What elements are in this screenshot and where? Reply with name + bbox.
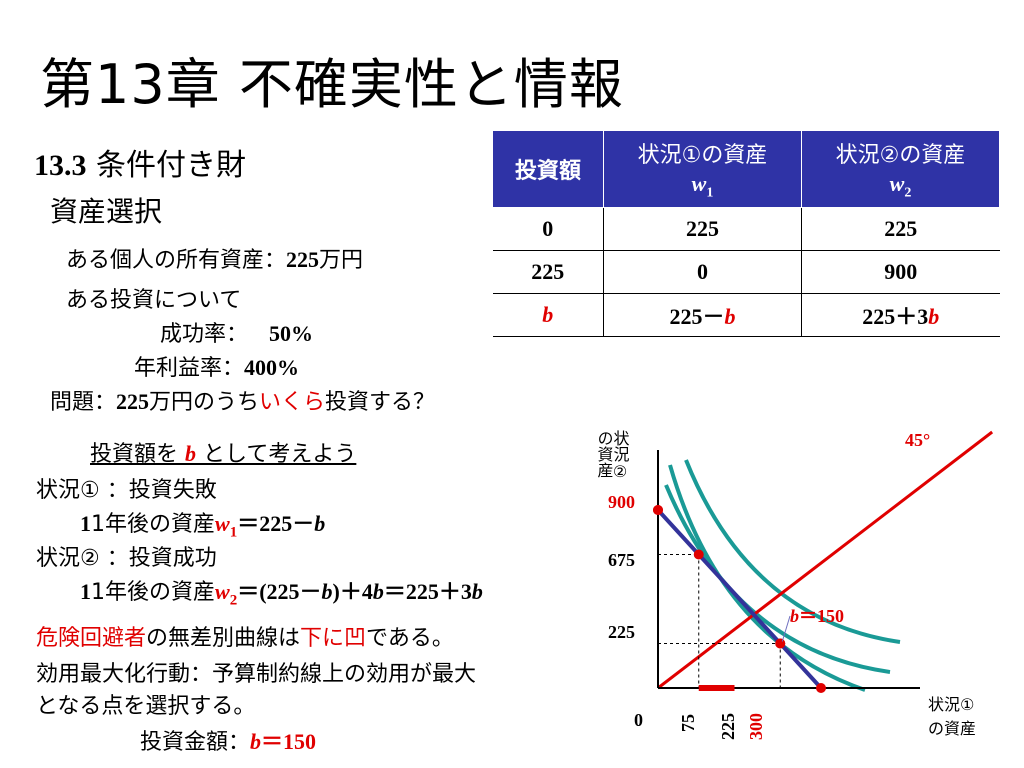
derivation-heading: 投資額を b として考えよう [90,441,357,467]
rate-label: 年利益率： [134,356,245,381]
table-cell: 225＋3b [801,293,1000,337]
section-heading: 13.3 条件付き財 [34,140,246,184]
success-value: 50% [269,321,314,346]
case1-equation: 11年後の資産w1＝225－b [80,511,326,541]
origin-label: 0 [634,710,643,730]
point-300 [816,683,826,693]
rate-value: 400% [244,355,300,380]
indifference-curve-high [684,459,901,644]
holding-value: 225 [286,247,320,272]
section-number: 13.3 [34,149,87,182]
diagonal-45-line [657,430,994,690]
y-tick-225: 225 [608,622,635,642]
question-label: 問題： [50,390,117,415]
header-invest: 投資額 [492,130,604,208]
table-header-row: 投資額 状況①の資産 w1 状況②の資産 w2 [492,130,1000,208]
x-tick-225: 225 [718,713,738,740]
table-cell: 225 [603,207,802,251]
question-text2: 投資する？ [325,390,436,415]
section-label: 条件付き財 [96,148,247,183]
question-line: 問題：225万円のうちいくら投資する？ [50,384,435,416]
table-row: b 225－b 225＋3b [492,293,1000,337]
success-line: 成功率： 50% [160,316,313,348]
risk-averse-note: 危険回避者の無差別曲線は下に凹である。 [36,626,454,651]
y-tick-900: 900 [608,492,635,512]
point-optimum-marker [775,638,786,649]
answer-line: 投資金額：b＝150 [140,729,317,755]
optimum-pointer-line [781,615,791,642]
question-value: 225 [116,389,150,414]
point-y900-axis [653,505,663,515]
point-675 [693,549,704,560]
x-axis-label-line2: の資産 [928,719,976,738]
table-cell: 0 [492,207,604,251]
x-tick-75: 75 [678,714,698,732]
table-cell: 225－b [603,293,802,337]
indifference-curve-low [668,464,866,692]
header-state1: 状況①の資産 w1 [603,130,802,208]
question-highlight: いくら [259,390,326,415]
y-tick-675: 675 [608,550,635,570]
table-cell: 225 [801,207,1000,251]
subsection-heading: 資産選択 [50,195,163,228]
question-text1: 万円のうち [149,390,260,415]
asset-table: 投資額 状況①の資産 w1 状況②の資産 w2 0 225 225 225 0 … [492,130,1000,337]
x-tick-300: 300 [746,713,766,740]
case2-label: 状況② ：投資成功 [36,546,217,571]
table-cell: 225 [492,250,604,294]
case2-equation: 11年後の資産w2＝(225－b)＋4b＝225＋3b [80,579,483,609]
holding-label: ある個人の所有資産： [66,248,287,273]
utility-line1: 効用最大化行動：予算制約線上の効用が最大 [36,662,477,687]
utility-line2: となる点を選択する。 [36,694,256,719]
case1-label: 状況① ：投資失敗 [36,478,217,503]
table-row: 0 225 225 [492,207,1000,251]
success-label: 成功率： [160,322,249,347]
invest-intro: ある投資について [66,288,242,313]
y-axis-label-col1: 状況② [611,430,630,481]
page-title: 第13章 不確実性と情報 [40,53,624,116]
header-state2: 状況②の資産 w2 [801,130,1000,208]
holding-unit: 万円 [319,248,364,273]
rate-line: 年利益率：400% [134,350,299,382]
indifference-graph: 状況② の資産 900 675 225 0 45° 75 225 300 b＝150 状況① の資産 [595,430,994,740]
optimum-label: b＝150 [790,606,844,626]
x-axis-label-line1: 状況① [928,695,974,714]
y-axis-label-col2: の資産 [595,430,614,478]
angle-label: 45° [905,430,930,450]
holding-line: ある個人の所有資産：225万円 [66,242,363,274]
table-cell: b [492,293,604,337]
table-cell: 0 [603,250,802,294]
table-cell: 900 [801,250,1000,294]
budget-line [656,508,823,690]
table-row: 225 0 900 [492,250,1000,294]
